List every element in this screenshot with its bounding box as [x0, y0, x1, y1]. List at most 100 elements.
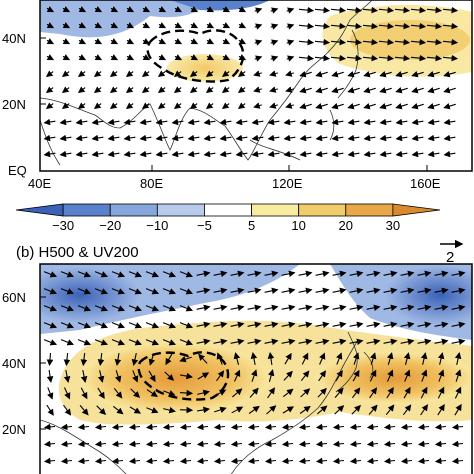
wind-vector-arrow — [254, 7, 263, 14]
wind-vector-arrow — [301, 352, 309, 365]
wind-vector-arrow — [94, 457, 107, 465]
wind-vector-arrow — [162, 305, 177, 312]
wind-vector-arrow — [216, 352, 223, 365]
wind-vector-arrow — [315, 423, 328, 431]
wind-vector-arrow — [111, 322, 126, 329]
wind-vector-arrow — [363, 102, 376, 110]
wind-vector-arrow — [353, 352, 360, 365]
wind-vector-arrow — [77, 457, 90, 465]
wind-vector-arrow — [94, 322, 109, 329]
wind-vector-arrow — [417, 440, 430, 448]
wind-vector-arrow — [400, 423, 413, 431]
wind-vector-arrow — [75, 150, 88, 158]
wind-vector-arrow — [411, 118, 424, 126]
wind-vector-arrow — [162, 322, 177, 329]
colorbar-segment — [298, 203, 347, 217]
wind-vector-arrow — [366, 440, 379, 448]
wind-vector-arrow — [400, 304, 415, 312]
wind-vector-arrow — [264, 457, 277, 465]
wind-vector-arrow — [247, 287, 262, 295]
wind-vector-arrow — [62, 54, 71, 61]
wind-vector-arrow — [231, 406, 244, 414]
wind-vector-arrow — [128, 288, 143, 295]
wind-vector-arrow — [43, 150, 56, 158]
wind-vector-arrow — [426, 6, 443, 14]
wind-vector-arrow — [162, 271, 177, 278]
wind-vector-arrow — [282, 406, 295, 414]
wind-vector-arrow — [286, 55, 295, 62]
wind-vector-arrow — [80, 369, 88, 383]
wind-vector-arrow — [43, 457, 56, 465]
wind-vector-arrow — [386, 369, 394, 382]
wind-vector-arrow — [145, 423, 158, 431]
wind-vector-arrow — [330, 54, 347, 62]
wind-vector-arrow — [179, 356, 192, 363]
wind-vector-arrow — [454, 386, 462, 399]
wind-vector-arrow — [77, 440, 90, 448]
wind-vector-arrow — [206, 22, 215, 29]
wind-vector-arrow — [417, 287, 432, 295]
wind-vector-arrow — [77, 322, 92, 329]
wind-vector-arrow — [94, 54, 103, 61]
wind-vector-arrow — [222, 6, 231, 13]
lat-label-40n-b: 40N — [2, 356, 26, 371]
wind-vector-arrow — [174, 22, 183, 29]
wind-vector-arrow — [247, 304, 262, 312]
wind-vector-arrow — [60, 440, 73, 448]
wind-vector-arrow — [221, 70, 230, 78]
wind-vector-arrow — [219, 150, 232, 158]
wind-vector-arrow — [286, 23, 295, 30]
wind-vector-arrow — [411, 70, 424, 78]
wind-vector-arrow — [158, 38, 167, 45]
wind-vector-arrow — [110, 38, 119, 45]
wind-vector-arrow — [443, 118, 456, 126]
wind-vector-arrow — [349, 338, 364, 346]
wind-vector-arrow — [385, 404, 395, 416]
colorbar-tick-label: −30 — [52, 218, 74, 233]
wind-vector-arrow — [142, 38, 151, 45]
wind-vector-arrow — [174, 54, 183, 61]
wind-vector-arrow — [270, 55, 279, 62]
panel-a-map — [40, 0, 472, 171]
wind-vector-arrow — [395, 70, 408, 78]
wind-vector-arrow — [238, 22, 247, 29]
wind-vector-arrow — [314, 38, 331, 46]
wind-vector-arrow — [410, 38, 427, 46]
wind-vector-arrow — [417, 321, 432, 329]
wind-vector-arrow — [179, 322, 194, 329]
wind-vector-arrow — [437, 352, 445, 365]
wind-vector-arrow — [383, 321, 398, 329]
wind-vector-arrow — [179, 339, 194, 346]
wind-vector-arrow — [213, 440, 226, 448]
wind-vector-arrow — [346, 22, 363, 30]
wind-vector-arrow — [403, 352, 411, 365]
wind-vector-arrow — [145, 271, 160, 278]
wind-vector-arrow — [77, 339, 92, 346]
lat-label-20n-b: 20N — [2, 422, 26, 437]
wind-vector-arrow — [213, 270, 228, 278]
wind-vector-arrow — [315, 457, 328, 465]
wind-vector-arrow — [314, 54, 331, 62]
wind-vector-arrow — [230, 440, 243, 448]
wind-vector-arrow — [128, 271, 143, 278]
wind-vector-arrow — [298, 338, 313, 346]
wind-vector-arrow — [395, 134, 408, 142]
wind-vector-arrow — [197, 389, 210, 397]
wind-vector-arrow — [349, 270, 364, 278]
wind-vector-arrow — [285, 102, 294, 109]
wind-vector-arrow — [109, 102, 118, 110]
wind-vector-arrow — [145, 305, 160, 312]
wind-vector-arrow — [111, 339, 126, 346]
wind-vector-arrow — [264, 321, 279, 329]
wind-vector-arrow — [237, 102, 246, 110]
wind-vector-arrow — [383, 423, 396, 431]
wind-vector-arrow — [77, 86, 86, 94]
wind-vector-arrow — [379, 70, 392, 78]
wind-vector-arrow — [395, 118, 408, 126]
wind-vector-arrow — [60, 423, 73, 431]
wind-vector-arrow — [334, 405, 345, 415]
wind-vector-arrow — [315, 70, 328, 78]
wind-vector-arrow — [162, 423, 175, 431]
wind-vector-arrow — [77, 102, 86, 110]
wind-vector-arrow — [264, 304, 279, 312]
